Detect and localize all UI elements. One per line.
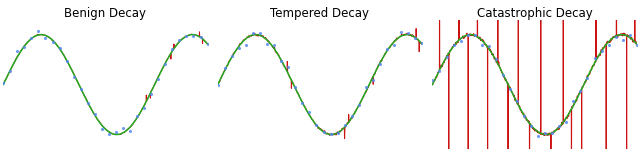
Point [604, 44, 614, 47]
Point [297, 102, 307, 105]
Point [290, 86, 300, 88]
Point [248, 31, 258, 34]
Point [428, 79, 438, 82]
Point [174, 39, 184, 41]
Point [19, 46, 29, 48]
Point [611, 36, 621, 38]
Point [167, 47, 177, 50]
Point [618, 39, 628, 42]
Point [220, 67, 230, 70]
Point [582, 77, 593, 79]
Point [195, 36, 205, 39]
Point [512, 100, 522, 103]
Point [311, 124, 321, 126]
Point [596, 50, 607, 52]
Point [33, 30, 44, 32]
Point [12, 50, 22, 52]
Point [382, 48, 392, 50]
Point [354, 103, 364, 106]
Point [554, 125, 564, 128]
Point [470, 34, 480, 37]
Point [0, 82, 8, 85]
Point [234, 47, 244, 50]
Point [632, 44, 640, 46]
Point [68, 76, 79, 78]
Point [498, 74, 508, 77]
Point [212, 84, 223, 87]
Point [333, 132, 343, 134]
Point [463, 34, 473, 36]
Point [139, 107, 149, 109]
Point [526, 125, 536, 127]
Point [561, 120, 572, 123]
Point [160, 63, 170, 65]
Point [262, 43, 272, 45]
Point [319, 130, 329, 133]
Title: Benign Decay: Benign Decay [65, 7, 147, 20]
Point [368, 79, 378, 82]
Point [97, 128, 107, 131]
Point [347, 114, 357, 117]
Point [361, 86, 371, 88]
Point [276, 60, 286, 63]
Point [90, 112, 100, 115]
Point [547, 131, 557, 134]
Point [477, 43, 487, 46]
Point [269, 43, 279, 46]
Point [26, 37, 36, 40]
Point [442, 56, 452, 58]
Point [326, 133, 336, 135]
Point [519, 115, 529, 117]
Point [47, 40, 58, 43]
Point [118, 127, 128, 129]
Point [389, 43, 399, 46]
Point [83, 102, 93, 105]
Point [104, 132, 114, 135]
Point [375, 63, 385, 66]
Point [304, 111, 314, 113]
Point [435, 70, 445, 72]
Point [340, 124, 350, 127]
Point [589, 57, 600, 59]
Title: Catastrophic Decay: Catastrophic Decay [477, 7, 593, 20]
Point [111, 130, 121, 133]
Point [61, 60, 72, 62]
Point [484, 45, 494, 47]
Point [76, 88, 86, 90]
Point [125, 130, 135, 132]
Point [575, 90, 586, 92]
Point [227, 55, 237, 58]
Point [188, 34, 198, 37]
Point [449, 44, 459, 46]
Point [283, 66, 293, 68]
Point [456, 39, 466, 42]
Point [540, 132, 550, 134]
Point [5, 70, 15, 72]
Point [54, 47, 65, 49]
Point [403, 32, 413, 34]
Point [181, 35, 191, 37]
Point [241, 44, 251, 46]
Title: Tempered Decay: Tempered Decay [271, 7, 369, 20]
Point [417, 42, 428, 44]
Point [491, 58, 501, 60]
Point [568, 100, 579, 103]
Point [505, 88, 515, 90]
Point [202, 43, 212, 46]
Point [255, 31, 265, 34]
Point [40, 37, 51, 39]
Point [625, 34, 635, 36]
Point [132, 115, 142, 117]
Point [396, 31, 406, 34]
Point [153, 78, 163, 80]
Point [410, 37, 420, 39]
Point [146, 93, 156, 95]
Point [533, 134, 543, 137]
